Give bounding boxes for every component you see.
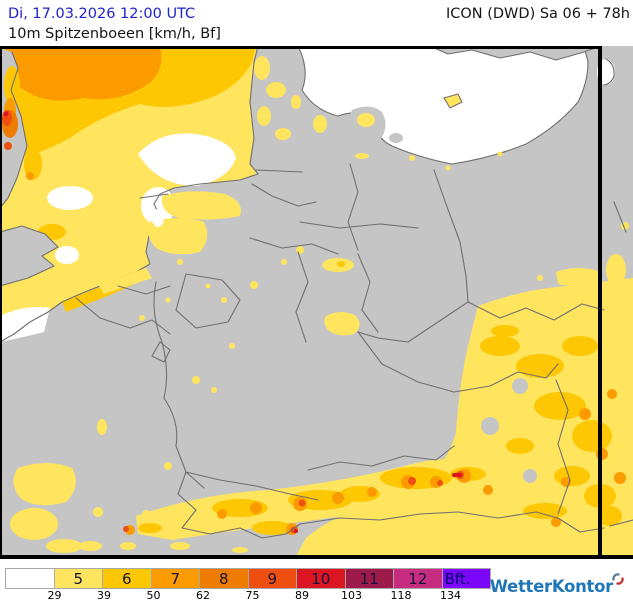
legend-box: 12 xyxy=(393,568,443,589)
legend-kmh-tick: 39 xyxy=(97,589,111,600)
legend-kmh-tick: 50 xyxy=(146,589,161,600)
legend-box: 9 xyxy=(247,568,297,589)
coastal-wind-patches xyxy=(98,191,241,294)
legend-box: 8 xyxy=(199,568,249,589)
legend-kmh-tick: 89 xyxy=(295,589,309,600)
baltic-sea xyxy=(297,46,615,165)
legend-kmh-tick: 62 xyxy=(196,589,210,600)
legend-box: 11 xyxy=(344,568,394,589)
legend-kmh-ticks: 29 39 50 62 75 89 103 118 134 xyxy=(5,589,505,600)
denmark-wind-patches xyxy=(254,56,503,171)
france-wind-patches xyxy=(10,419,150,553)
legend-box xyxy=(5,568,55,589)
southeast-wind-field xyxy=(296,278,633,556)
legend-kmh-tick: 118 xyxy=(390,589,412,600)
map-frame xyxy=(0,46,633,559)
forecast-datetime: Di, 17.03.2026 12:00 UTC xyxy=(8,6,196,22)
legend-kmh-tick: 103 xyxy=(341,589,362,600)
wetterkontor-swirl-icon xyxy=(612,570,624,589)
right-sliver-patches xyxy=(605,222,630,389)
parameter-title: 10m Spitzenboeen [km/h, Bf] xyxy=(8,26,221,42)
wetterkontor-logo-text: WetterKontor xyxy=(489,577,614,596)
legend-box: 5 xyxy=(53,568,103,589)
legend-box: 10 xyxy=(296,568,346,589)
legend-kmh-tick: 75 xyxy=(245,589,260,600)
legend-box: 7 xyxy=(150,568,200,589)
legend-box: 6 xyxy=(102,568,152,589)
model-run-label: ICON (DWD) Sa 06 + 78h xyxy=(445,6,630,22)
legend-kmh-tick: 29 xyxy=(47,589,62,600)
legend-boxes: 5 6 7 8 9 10 11 12 Bft. xyxy=(5,568,491,589)
legend-kmh-tick: 134 xyxy=(440,589,461,600)
country-borders xyxy=(75,163,633,539)
german-uplands-patches xyxy=(139,246,602,393)
wind-gust-map xyxy=(0,46,633,559)
britain-coast xyxy=(0,48,59,287)
wetterkontor-logo[interactable]: WetterKontor xyxy=(489,573,625,596)
legend-box: Bft. xyxy=(441,568,491,589)
calm-sea-patches xyxy=(0,133,236,342)
